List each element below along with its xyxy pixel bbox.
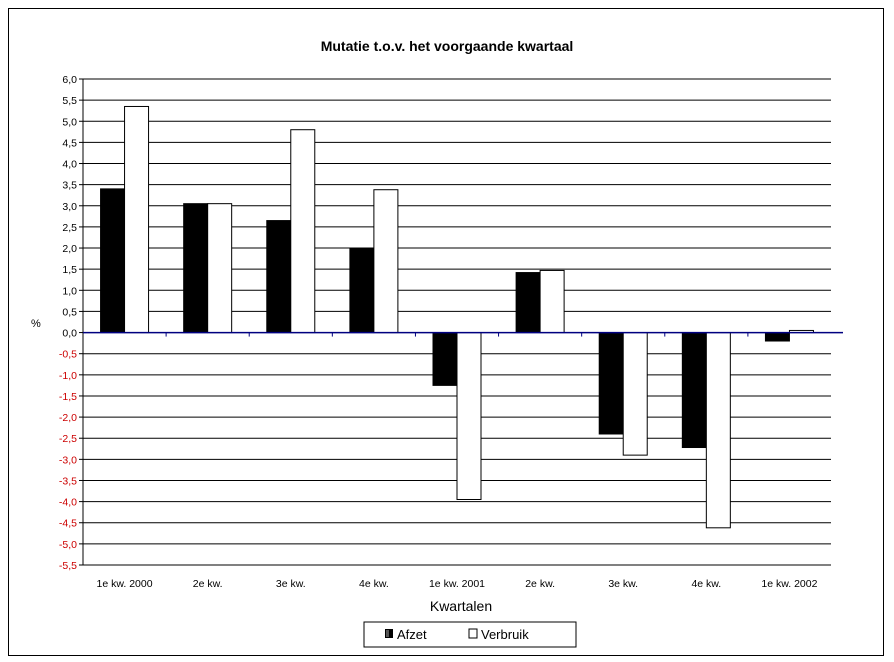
y-tick-label: 3,5	[62, 180, 77, 192]
bar-verbruik	[622, 332, 648, 456]
y-tick-label: 5,5	[62, 95, 77, 107]
y-tick-labels: 6,0 5,5 5,0 4,5 4,0 3,5 3,0 2,5 2,0 1,5 1,0 0,5 0,0 -…	[59, 74, 77, 572]
bar-afzet	[764, 332, 790, 342]
y-tick-label: -2,0	[59, 412, 77, 424]
x-tick-label: 1e kw. 2002	[761, 578, 817, 590]
y-tick-label: -4,5	[59, 518, 77, 530]
chart-title: Mutatie t.o.v. het voorgaande kwartaal	[321, 38, 574, 54]
y-tick-label: 4,0	[62, 159, 77, 171]
y-tick-label: -1,5	[59, 391, 77, 403]
x-tick-label: 2e kw.	[193, 578, 223, 590]
x-tick-label: 1e kw. 2001	[429, 578, 485, 590]
x-tick-label: 4e kw.	[691, 578, 721, 590]
y-tick-label: -3,5	[59, 475, 77, 487]
y-tick-label: 3,0	[62, 201, 77, 213]
chart-area: Mutatie t.o.v. het voorgaande kwartaal 6…	[8, 8, 884, 656]
x-tick-label: 4e kw.	[359, 578, 389, 590]
y-tick-label: 2,0	[62, 243, 77, 255]
y-tick-label: -4,0	[59, 497, 77, 509]
y-axis-label: %	[31, 318, 41, 330]
bar-afzet	[432, 332, 458, 386]
legend-swatch-afzet-highlight	[386, 630, 389, 637]
y-tick-label: -0,5	[59, 349, 77, 361]
y-tick-label: -1,0	[59, 370, 77, 382]
y-tick-label: 0,5	[62, 306, 77, 318]
y-tick-label: 6,0	[62, 74, 77, 86]
x-tick-label: 2e kw.	[525, 578, 555, 590]
x-tick-label: 3e kw.	[608, 578, 638, 590]
bar-verbruik	[207, 203, 233, 334]
legend-swatch-verbruik	[468, 628, 478, 639]
bar-afzet	[515, 272, 541, 334]
bar-verbruik	[373, 189, 399, 334]
y-tick-label: -3,0	[59, 454, 77, 466]
bar-verbruik	[539, 269, 565, 334]
bar-afzet	[349, 248, 375, 334]
bar-verbruik	[456, 332, 482, 500]
category-labels: 1e kw. 2000 2e kw. 3e kw. 4e kw. 1e kw. 2001…	[97, 578, 818, 590]
bar-afzet	[598, 332, 624, 435]
bar-verbruik	[705, 332, 731, 529]
y-tick-label: -2,5	[59, 433, 77, 445]
bar-verbruik	[290, 129, 316, 334]
y-tick-label: 5,0	[62, 116, 77, 128]
bar-afzet	[183, 203, 209, 334]
bar-afzet	[266, 220, 292, 334]
y-tick-label: 1,5	[62, 264, 77, 276]
y-tick-label: 0,0	[62, 328, 77, 340]
chart-svg: Mutatie t.o.v. het voorgaande kwartaal 6…	[31, 38, 843, 648]
y-tick-label: 2,5	[62, 222, 77, 234]
axes	[82, 79, 843, 565]
legend-label-verbruik: Verbruik	[481, 627, 529, 642]
y-tick-label: -5,0	[59, 539, 77, 551]
y-tick-label: 1,0	[62, 285, 77, 297]
bar-verbruik	[124, 105, 150, 334]
x-tick-label: 1e kw. 2000	[97, 578, 153, 590]
y-tick-label: -5,5	[59, 560, 77, 572]
legend: Afzet Verbruik	[363, 621, 577, 648]
y-tick-label: 4,5	[62, 137, 77, 149]
x-axis-label: Kwartalen	[430, 598, 492, 614]
bar-afzet	[100, 188, 126, 334]
legend-label-afzet: Afzet	[397, 627, 427, 642]
x-tick-label: 3e kw.	[276, 578, 306, 590]
bars	[100, 105, 814, 529]
bar-afzet	[681, 332, 707, 449]
